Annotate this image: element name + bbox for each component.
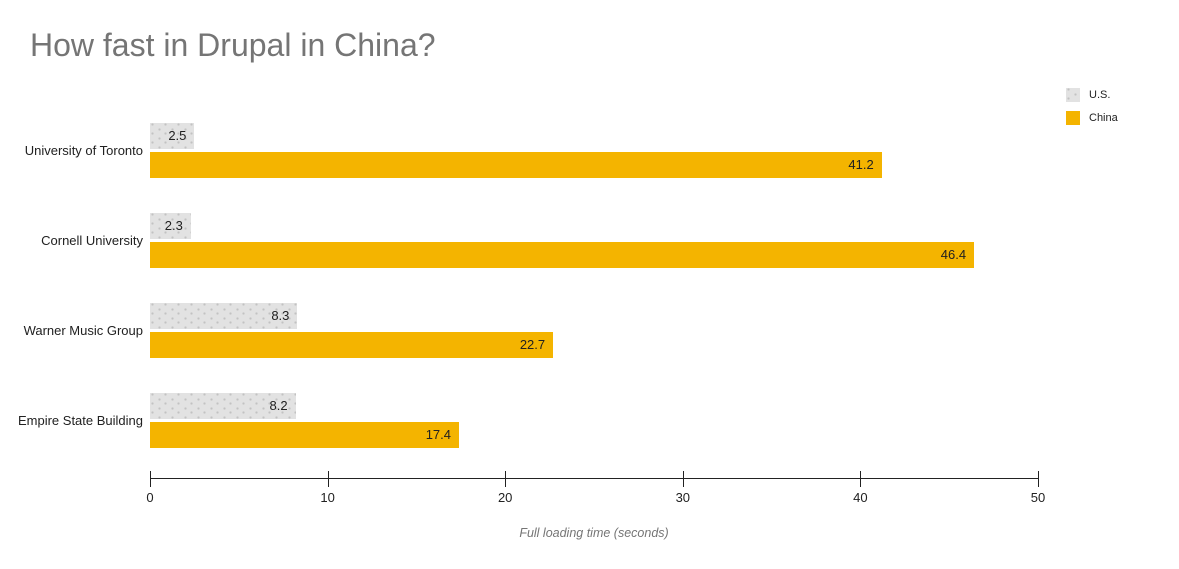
category-label: Empire State Building	[17, 412, 143, 428]
x-axis-line	[150, 478, 1038, 479]
category-label: Warner Music Group	[23, 322, 143, 338]
china-legend-swatch	[1066, 111, 1080, 125]
category-label: University of Toronto	[24, 142, 143, 158]
x-tick-label: 10	[320, 490, 335, 505]
china-bar: 46.4	[150, 242, 975, 268]
bar-value-label: 17.4	[425, 427, 452, 442]
bar-value-label: 46.4	[940, 247, 967, 262]
bar-value-label: 8.2	[269, 398, 288, 413]
x-axis-tick	[150, 471, 151, 487]
x-tick-label: 20	[497, 490, 513, 505]
bar-value-label: 2.5	[168, 128, 187, 143]
x-tick-label: 50	[1030, 490, 1046, 505]
bar-value-label: 8.3	[271, 308, 290, 323]
x-tick-label: 30	[675, 490, 691, 505]
x-tick-label: 0	[146, 490, 154, 505]
bar-value-label: 22.7	[519, 337, 546, 352]
us-legend-label: U.S.	[1089, 89, 1111, 101]
x-axis-tick	[327, 471, 329, 487]
china-legend-label: China	[1089, 112, 1118, 124]
x-axis-tick	[860, 471, 862, 487]
china-bar: 17.4	[150, 422, 460, 448]
bar-value-label: 2.3	[164, 218, 183, 233]
x-tick-label: 40	[853, 490, 868, 505]
legend-item-us: U.S.	[1066, 88, 1118, 102]
x-axis-tick	[1038, 471, 1039, 487]
us-bar: 8.3	[150, 303, 298, 329]
chart-title: How fast in Drupal in China?	[30, 27, 436, 63]
china-bar: 41.2	[150, 152, 882, 178]
us-bar: 8.2	[150, 393, 296, 419]
us-bar: 2.3	[150, 213, 191, 239]
us-legend-swatch	[1066, 88, 1080, 102]
us-bar: 2.5	[150, 123, 195, 149]
legend-item-china: China	[1066, 111, 1118, 125]
x-axis-title: Full loading time (seconds)	[519, 526, 669, 540]
category-label: Cornell University	[41, 232, 143, 248]
bar-value-label: 41.2	[848, 157, 874, 172]
legend: U.S. China	[1066, 88, 1118, 134]
x-axis-tick	[682, 471, 684, 487]
x-axis-tick	[505, 471, 507, 487]
china-bar: 22.7	[150, 332, 554, 358]
